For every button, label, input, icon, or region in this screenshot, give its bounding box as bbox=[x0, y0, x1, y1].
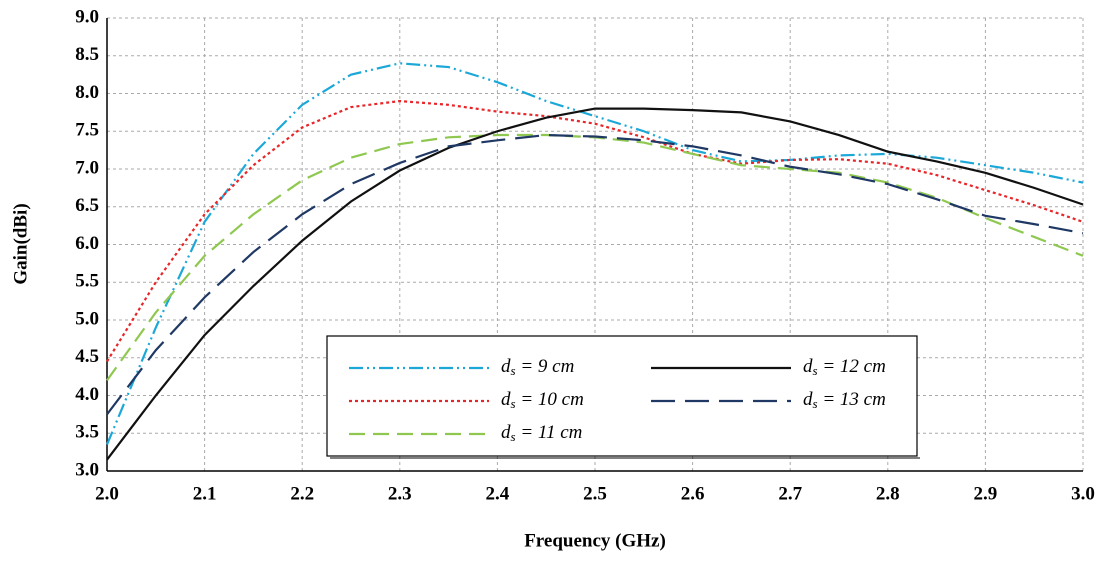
y-tick-label: 9.0 bbox=[75, 6, 99, 27]
series-line bbox=[105, 62, 1084, 445]
legend-label: ds = 12 cm bbox=[803, 356, 886, 378]
x-tick-label: 2.3 bbox=[388, 483, 412, 504]
x-tick-label: 2.6 bbox=[681, 483, 705, 504]
y-tick-label: 5.5 bbox=[75, 271, 99, 292]
legend-label: ds = 10 cm bbox=[501, 389, 584, 411]
y-tick-label: 3.0 bbox=[75, 459, 99, 480]
y-tick-label: 4.0 bbox=[75, 384, 99, 405]
y-tick-label: 8.5 bbox=[75, 44, 99, 65]
y-tick-label: 5.0 bbox=[75, 308, 99, 329]
series-line bbox=[106, 107, 1084, 461]
y-tick-label: 6.0 bbox=[75, 233, 99, 254]
x-tick-label: 2.1 bbox=[193, 483, 217, 504]
x-tick-label: 3.0 bbox=[1071, 483, 1095, 504]
x-tick-label: 2.4 bbox=[486, 483, 510, 504]
series-line bbox=[106, 133, 1084, 416]
x-tick-label: 2.9 bbox=[974, 483, 998, 504]
y-axis-label: Gain(dBi) bbox=[10, 203, 31, 284]
legend-label: ds = 11 cm bbox=[501, 422, 582, 444]
legend-label: ds = 13 cm bbox=[803, 389, 886, 411]
x-tick-label: 2.8 bbox=[876, 483, 900, 504]
y-tick-label: 6.5 bbox=[75, 195, 99, 216]
x-tick-label: 2.7 bbox=[778, 483, 802, 504]
y-tick-label: 3.5 bbox=[75, 422, 99, 443]
legend-label: ds = 9 cm bbox=[501, 356, 574, 378]
y-tick-label: 7.5 bbox=[75, 120, 99, 141]
legend-box bbox=[326, 335, 918, 457]
x-tick-label: 2.5 bbox=[583, 483, 607, 504]
y-tick-label: 8.0 bbox=[75, 82, 99, 103]
x-tick-label: 2.0 bbox=[95, 483, 119, 504]
y-tick-label: 4.5 bbox=[75, 346, 99, 367]
series-line bbox=[106, 99, 1084, 363]
y-tick-label: 7.0 bbox=[75, 157, 99, 178]
x-axis-label: Frequency (GHz) bbox=[524, 530, 666, 551]
x-tick-label: 2.2 bbox=[290, 483, 314, 504]
